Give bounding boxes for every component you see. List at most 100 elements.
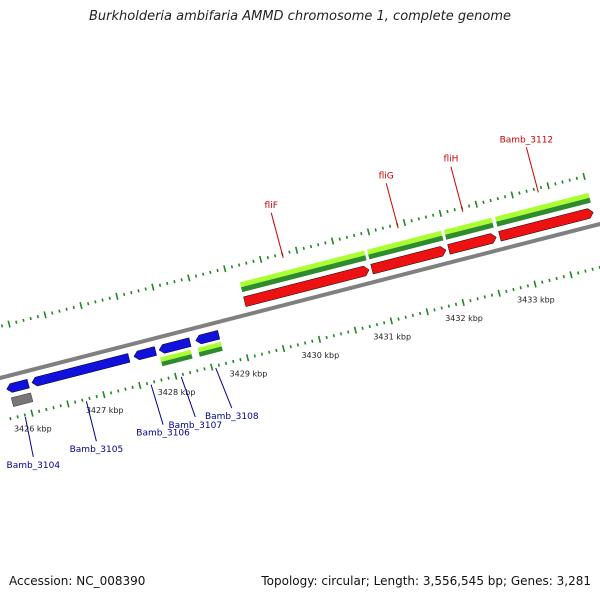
forward-tick — [554, 182, 557, 186]
reverse-tick — [332, 334, 336, 338]
reverse-tick — [167, 376, 170, 380]
forward-tick — [374, 228, 377, 232]
forward-tick — [352, 233, 356, 238]
forward-tick — [230, 265, 234, 269]
forward-tick — [94, 300, 97, 304]
forward-tick — [525, 189, 528, 193]
reverse-tick — [38, 409, 41, 413]
reverse-tick — [577, 271, 580, 275]
reverse-tick — [483, 295, 486, 299]
gene-bar-dark — [368, 235, 444, 260]
reverse-tick — [311, 339, 314, 343]
forward-tick — [187, 274, 191, 282]
gene-label-leader — [180, 376, 196, 418]
reverse-tick — [102, 391, 106, 399]
reverse-tick — [145, 381, 149, 386]
reverse-tick — [224, 361, 228, 365]
scale-label: 3428 kbp — [158, 388, 196, 397]
forward-tick — [180, 278, 183, 282]
forward-tick — [158, 283, 162, 287]
gene-bar-light — [239, 250, 366, 288]
forward-tick — [137, 289, 140, 293]
gene-bar-dark — [241, 255, 367, 293]
scale-label: 3432 kbp — [445, 314, 483, 323]
forward-tick — [202, 272, 205, 276]
forward-cds-arrow — [370, 246, 447, 275]
gene-bar-light — [197, 342, 222, 353]
feature-track — [6, 192, 594, 407]
forward-tick — [309, 244, 313, 249]
forward-tick — [302, 246, 305, 251]
forward-tick — [338, 237, 341, 241]
reverse-tick — [505, 289, 508, 294]
reverse-tick — [253, 354, 256, 358]
reverse-tick — [512, 287, 515, 292]
forward-tick — [330, 237, 335, 245]
scale-label: 3427 kbp — [86, 406, 124, 415]
forward-tick — [108, 296, 111, 300]
reverse-tick — [117, 389, 120, 393]
forward-cds-arrow — [243, 265, 370, 307]
reverse-tick — [548, 278, 551, 282]
reverse-tick — [404, 315, 407, 319]
forward-tick — [65, 307, 68, 311]
forward-tick — [58, 309, 61, 313]
reverse-tick — [397, 317, 400, 321]
reverse-tick — [562, 274, 565, 279]
gene-label: fliH — [443, 155, 458, 165]
reverse-tick — [541, 280, 544, 284]
scale-label: 3431 kbp — [373, 332, 411, 341]
forward-tick — [438, 209, 442, 217]
forward-tick — [575, 176, 579, 180]
reverse-tick — [66, 400, 70, 408]
forward-cds-arrow — [447, 233, 497, 255]
reverse-tick — [81, 398, 84, 402]
gene-bar-dark — [198, 346, 223, 357]
reverse-tick — [131, 385, 134, 389]
reverse-tick — [469, 298, 472, 303]
forward-tick — [417, 217, 420, 221]
forward-tick — [561, 180, 564, 184]
reverse-tick — [245, 354, 250, 362]
reverse-tick — [411, 313, 415, 318]
reverse-tick — [239, 357, 242, 362]
reverse-tick — [30, 409, 34, 417]
reverse-tick — [476, 297, 479, 301]
reverse-tick — [497, 289, 501, 297]
forward-tick — [194, 274, 198, 278]
other-feature-bar — [10, 392, 34, 407]
sequence-backbone — [0, 221, 600, 381]
reverse-tick — [418, 311, 422, 316]
reverse-tick — [440, 306, 443, 310]
forward-tick — [424, 215, 428, 219]
forward-tick — [101, 298, 104, 302]
scale-labels: 3426 kbp 3427 kbp 3428 kbp 3429 kbp 3430 kbp… — [14, 296, 555, 434]
reverse-tick — [109, 391, 113, 395]
forward-tick — [568, 178, 571, 182]
forward-tick — [173, 279, 176, 284]
reverse-cds-arrow — [31, 353, 131, 387]
forward-tick — [317, 243, 320, 247]
forward-tick — [237, 263, 241, 267]
gene-label: Bamb_3106 — [136, 429, 190, 439]
forward-tick — [388, 224, 392, 228]
reverse-tick — [584, 269, 587, 273]
gene-bar-light — [494, 192, 590, 222]
forward-tick — [29, 316, 32, 321]
reverse-tick — [533, 280, 537, 288]
forward-tick — [273, 254, 277, 258]
reverse-tick — [210, 363, 214, 371]
reverse-tick — [281, 344, 286, 353]
gene-bar-light — [367, 230, 443, 255]
forward-tick — [115, 292, 119, 300]
forward-tick — [546, 182, 550, 190]
forward-tick — [0, 324, 4, 328]
forward-tick — [474, 200, 478, 208]
gene-label: fliF — [265, 201, 278, 211]
forward-tick — [467, 204, 471, 208]
accession-text: Accession: NC_008390 — [9, 574, 146, 588]
gene-bar-dark — [445, 222, 494, 240]
reverse-tick — [16, 415, 19, 419]
forward-cds-arrow — [498, 208, 594, 242]
